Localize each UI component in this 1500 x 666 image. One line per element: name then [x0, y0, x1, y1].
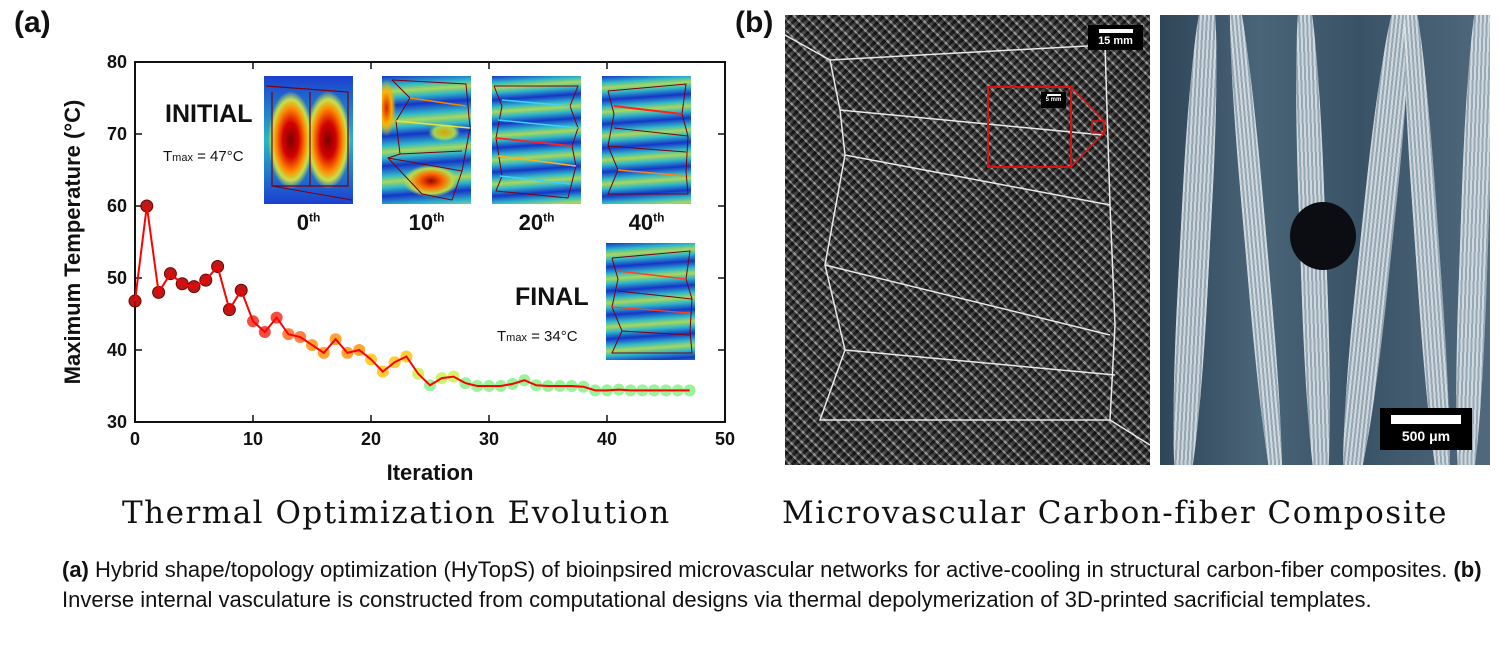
scale-bar-label: 15 mm: [1098, 35, 1133, 47]
heatmap-final: [606, 243, 695, 360]
iteration-number: 20: [518, 210, 544, 235]
y-tick-label: 40: [107, 340, 127, 360]
x-tick-label: 10: [243, 429, 263, 449]
panel-b-label: (b): [735, 6, 774, 39]
figure-caption: (a) Hybrid shape/topology optimization (…: [62, 555, 1482, 615]
tmax-symbol: T: [497, 328, 507, 345]
scale-bar-500um: 500 μm: [1380, 408, 1472, 450]
final-label: FINAL: [515, 283, 589, 311]
scale-bar-5mm: 5 mm: [1041, 92, 1066, 108]
x-tick-label: 50: [715, 429, 735, 449]
iteration-suffix: th: [653, 210, 665, 225]
initial-label: INITIAL: [165, 100, 253, 128]
iteration-label-40: 40th: [602, 210, 691, 236]
carbon-fiber-photo: 15 mm 5 mm: [785, 15, 1150, 465]
scale-bar-label: 500 μm: [1401, 428, 1451, 444]
iteration-label-10: 10th: [382, 210, 471, 236]
heatmap-iteration-20: [492, 76, 581, 204]
x-tick-label: 20: [361, 429, 381, 449]
iteration-number: 10: [408, 210, 434, 235]
iteration-suffix: th: [433, 210, 445, 225]
y-tick-label: 30: [107, 412, 127, 432]
caption-text-a: Hybrid shape/topology optimization (HyTo…: [88, 557, 1454, 582]
x-tick-label: 40: [597, 429, 617, 449]
x-tick-label: 30: [479, 429, 499, 449]
iteration-number: 40: [628, 210, 654, 235]
y-tick-label: 60: [107, 196, 127, 216]
y-axis-label: Maximum Temperature (°C): [60, 100, 85, 385]
iteration-number: 0: [296, 210, 309, 235]
x-axis-label: Iteration: [387, 460, 474, 485]
plot-frame: [134, 61, 726, 423]
iteration-suffix: th: [543, 210, 555, 225]
channel-hole: [1290, 202, 1356, 270]
tmax-subscript: max: [172, 152, 193, 164]
tmax-value: = 34°C: [526, 328, 578, 345]
y-tick-label: 70: [107, 124, 127, 144]
temperature-chart: 0 10 20 30 40 50 30 40 50 60 70 80 Iteration Maximu…: [60, 52, 735, 485]
microscope-photo: 500 μm: [1160, 15, 1490, 465]
tmax-symbol: T: [163, 148, 173, 165]
scale-bar-15mm: 15 mm: [1088, 25, 1143, 50]
x-tick-label: 0: [130, 429, 140, 449]
scale-bar-label: 5 mm: [1045, 97, 1062, 103]
tmax-value: = 47°C: [192, 148, 244, 165]
final-tmax: Tmax = 34°C: [497, 328, 578, 345]
iteration-label-0: 0th: [264, 210, 353, 236]
caption-tag-a: (a): [62, 557, 89, 582]
initial-tmax: Tmax = 47°C: [163, 148, 244, 165]
series-line: [134, 205, 690, 392]
panel-a-label: (a): [14, 6, 51, 39]
heatmap-iteration-0: [264, 76, 353, 204]
figure-title-left: Thermal Optimization Evolution: [122, 495, 671, 531]
heatmap-iteration-10: [382, 76, 471, 204]
caption-text-b: Inverse internal vasculature is construc…: [62, 587, 1372, 612]
heatmap-iteration-40: [602, 76, 691, 204]
figure-title-right: Microvascular Carbon-fiber Composite: [782, 495, 1448, 531]
y-tick-label: 50: [107, 268, 127, 288]
tmax-subscript: max: [506, 332, 527, 344]
iteration-label-20: 20th: [492, 210, 581, 236]
y-tick-label: 80: [107, 52, 127, 72]
iteration-suffix: th: [308, 210, 321, 225]
caption-tag-b: (b): [1453, 557, 1482, 582]
